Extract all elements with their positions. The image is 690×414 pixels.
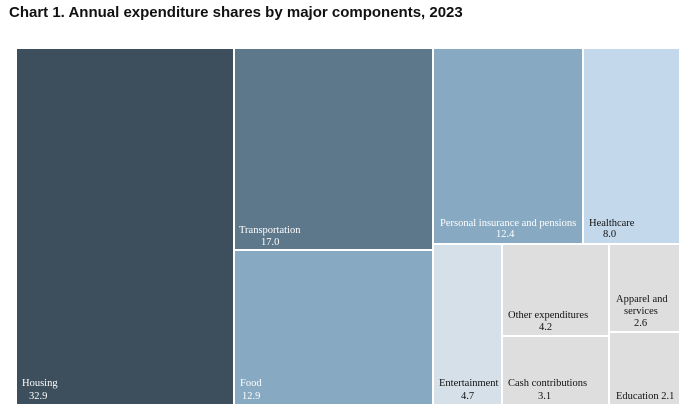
treemap-label-apparel-and-services-line-1: Apparel and <box>616 294 668 305</box>
treemap-value-transportation: 17.0 <box>261 237 279 248</box>
treemap-label-other-expenditures: Other expenditures <box>508 310 588 321</box>
treemap-label-transportation: Transportation <box>239 225 301 236</box>
treemap-value-cash-contributions: 3.1 <box>538 391 551 402</box>
treemap-label-cash-contributions: Cash contributions <box>508 378 587 389</box>
treemap-cell-other-expenditures <box>501 243 610 337</box>
treemap-label-food: Food <box>240 378 262 389</box>
treemap-value-other-expenditures: 4.2 <box>539 322 552 333</box>
treemap-cell-housing <box>15 47 235 406</box>
treemap-label-apparel-and-services-line-2: services <box>624 306 658 317</box>
treemap-cell-transportation <box>233 47 434 251</box>
chart-title: Chart 1. Annual expenditure shares by ma… <box>9 4 463 21</box>
treemap-cell-healthcare <box>582 47 681 245</box>
treemap-value-food: 12.9 <box>242 391 260 402</box>
treemap-cell-food <box>233 249 434 406</box>
treemap-value-apparel-and-services: 2.6 <box>634 318 647 329</box>
treemap-cell-education <box>608 331 681 406</box>
treemap-label-education: Education 2.1 <box>616 391 674 402</box>
treemap-value-housing: 32.9 <box>29 391 47 402</box>
treemap-label-housing: Housing <box>22 378 58 389</box>
treemap-value-entertainment: 4.7 <box>461 391 474 402</box>
treemap-value-healthcare: 8.0 <box>603 229 616 240</box>
treemap-label-entertainment: Entertainment <box>439 378 499 389</box>
treemap-cell-personal-insurance-and-pensions <box>432 47 584 245</box>
treemap-cell-cash-contributions <box>501 335 610 406</box>
treemap-label-healthcare: Healthcare <box>589 218 635 229</box>
treemap-label-personal-insurance-and-pensions: Personal insurance and pensions <box>440 218 576 229</box>
treemap-value-personal-insurance-and-pensions: 12.4 <box>496 229 515 240</box>
